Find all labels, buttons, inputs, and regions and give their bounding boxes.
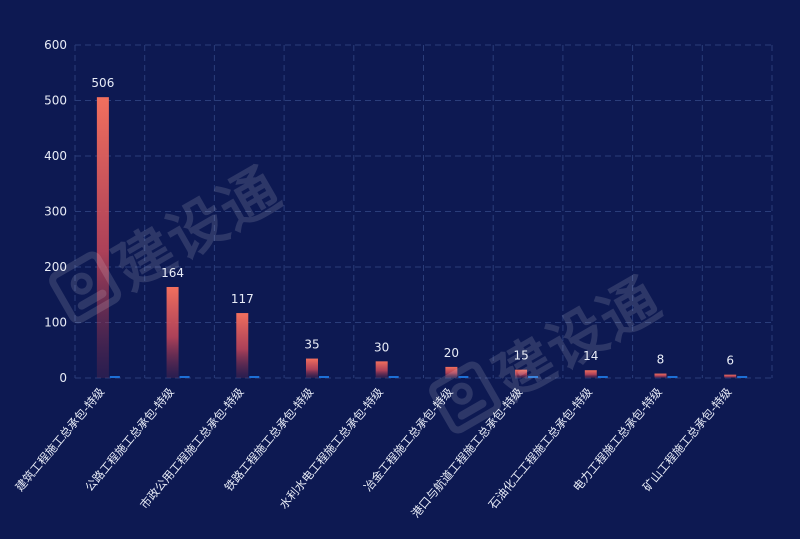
bars	[96, 97, 748, 379]
grid-lines	[74, 44, 773, 379]
bar	[236, 313, 249, 378]
bar-secondary	[388, 376, 399, 378]
bar-secondary	[179, 376, 190, 378]
bar-secondary	[458, 376, 469, 378]
bar-secondary	[737, 376, 748, 378]
bar-secondary	[109, 376, 120, 378]
bar	[445, 366, 458, 378]
data-label: 14	[583, 349, 598, 363]
y-tick-label: 600	[44, 38, 67, 52]
y-tick-label: 400	[44, 149, 67, 163]
data-label: 8	[657, 353, 665, 367]
data-label: 15	[513, 349, 528, 363]
y-tick-label: 500	[44, 94, 67, 108]
data-label: 35	[304, 338, 319, 352]
data-label: 117	[231, 292, 254, 306]
bar-secondary	[528, 376, 539, 378]
y-tick-label: 200	[44, 260, 67, 274]
bar-secondary	[597, 376, 608, 378]
y-tick-label: 300	[44, 205, 67, 219]
bar	[515, 369, 528, 378]
bar	[584, 370, 597, 378]
y-tick-label: 0	[59, 371, 67, 385]
y-axis-tick-labels: 0 100 200 300 400 500 600	[44, 38, 67, 385]
x-tick-label: 港口与航道工程施工总承包-特级	[408, 385, 525, 521]
bar	[654, 373, 667, 378]
data-label: 30	[374, 340, 389, 354]
bar-secondary	[318, 376, 329, 378]
bar	[375, 361, 388, 378]
bar	[96, 97, 109, 379]
data-label: 164	[161, 266, 184, 280]
bar-secondary	[249, 376, 260, 378]
bar	[166, 286, 179, 378]
x-axis-tick-labels: 建筑工程施工总承包-特级公路工程施工总承包-特级市政公用工程施工总承包-特级铁路…	[12, 385, 734, 521]
data-label: 6	[726, 354, 734, 368]
data-labels: 506 164 117 35 30 20 15 14 8 6	[91, 76, 734, 368]
bar	[305, 358, 318, 378]
bar	[724, 374, 737, 378]
data-label: 506	[91, 76, 114, 90]
bar-secondary	[667, 376, 678, 378]
data-label: 20	[444, 346, 459, 360]
y-tick-label: 100	[44, 316, 67, 330]
